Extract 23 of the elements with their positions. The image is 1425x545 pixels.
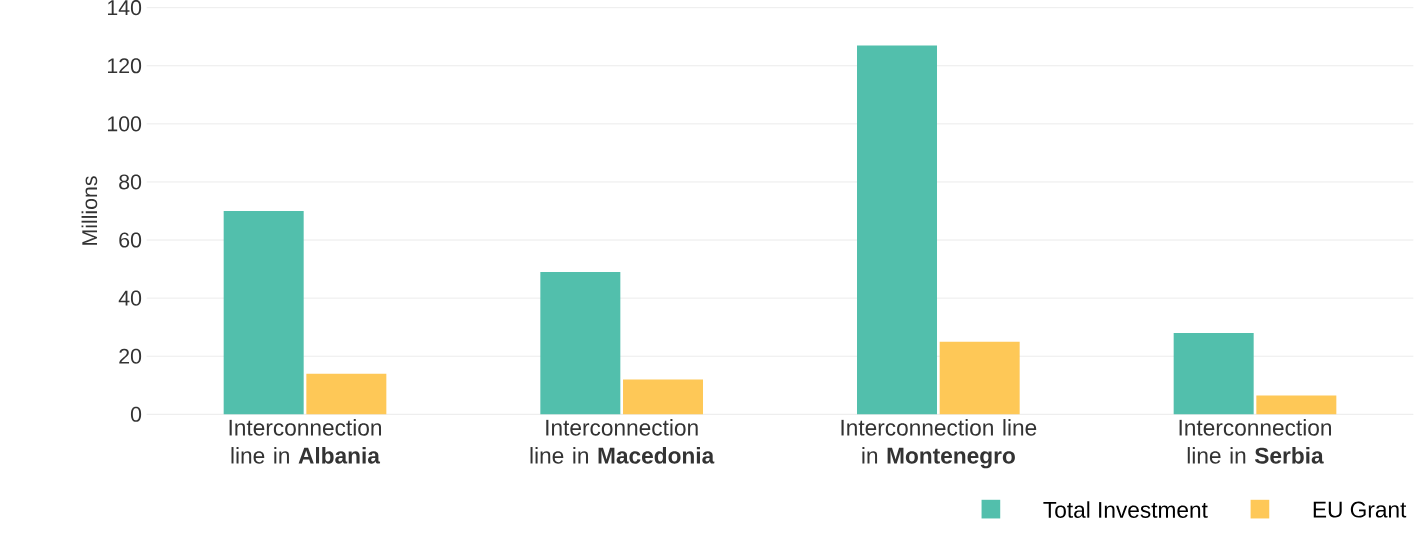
y-tick-label: 0 bbox=[130, 406, 142, 422]
x-tick-label: Interconnection line in Macedonia bbox=[530, 419, 715, 464]
x-tick-label: Interconnection line in Albania bbox=[229, 419, 382, 464]
y-tick-label: 140 bbox=[108, 0, 142, 16]
y-tick-label: 80 bbox=[119, 174, 142, 190]
bar bbox=[857, 45, 937, 415]
bar bbox=[939, 341, 1020, 415]
bar bbox=[1256, 395, 1337, 415]
y-tick-label: 40 bbox=[118, 290, 142, 306]
x-tick-label: Interconnection line in Montenegro bbox=[841, 419, 1037, 469]
y-tick-label: 120 bbox=[108, 58, 142, 74]
y-tick-label: 20 bbox=[119, 348, 142, 364]
bar bbox=[223, 210, 304, 415]
bar bbox=[623, 379, 703, 415]
legend-label: Total Investment bbox=[1043, 501, 1208, 518]
legend-label: EU Grant bbox=[1313, 501, 1407, 518]
bar bbox=[540, 271, 621, 415]
y-tick-label: 60 bbox=[119, 232, 142, 248]
y-axis-title: Millions bbox=[81, 176, 98, 245]
x-tick-label: Interconnection line in Serbia bbox=[1179, 419, 1331, 464]
bar bbox=[1173, 332, 1254, 415]
y-tick-label: 100 bbox=[108, 116, 142, 132]
bar bbox=[306, 373, 387, 415]
